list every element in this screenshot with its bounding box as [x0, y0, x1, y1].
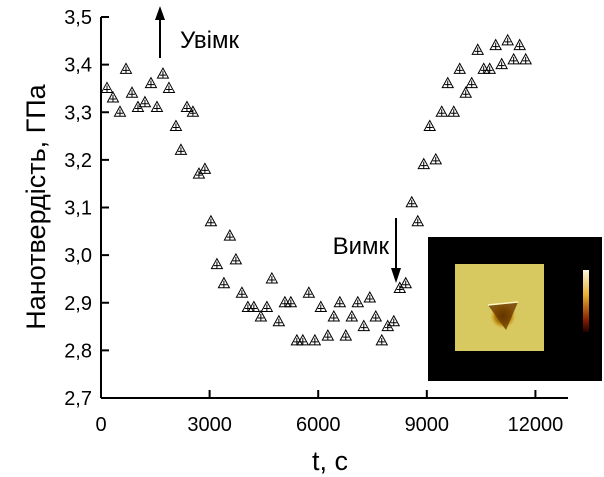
data-point — [448, 106, 459, 116]
data-point — [376, 335, 387, 345]
y-axis-title: Нанотвердість, ГПа — [21, 83, 51, 329]
arrow-off-head — [391, 268, 401, 283]
data-point — [418, 159, 429, 169]
annotation: Вимк — [333, 233, 390, 260]
data-point — [315, 302, 326, 312]
data-point — [484, 63, 495, 73]
data-point — [412, 216, 423, 226]
data-point — [291, 335, 302, 345]
data-point — [266, 273, 277, 283]
y-tick-label: 3,1 — [64, 198, 92, 220]
data-point — [478, 63, 489, 73]
data-point — [430, 154, 441, 164]
y-tick-label: 2,8 — [64, 340, 92, 362]
data-point — [151, 101, 162, 111]
y-tick-label: 3,4 — [64, 55, 92, 77]
y-tick-label: 3,3 — [64, 102, 92, 124]
data-point — [157, 68, 168, 78]
chart: t, с Нанотвердість, ГПа 2,7 2,8 2,9 3,0 3,1 3… — [0, 0, 604, 477]
x-tick-label: 9000 — [405, 414, 450, 436]
data-point — [279, 297, 290, 307]
data-point — [303, 287, 314, 297]
data-point — [442, 78, 453, 88]
x-axis-title: t, с — [312, 446, 348, 476]
data-point — [328, 311, 339, 321]
data-point — [466, 78, 477, 88]
data-point — [322, 330, 333, 340]
data-point — [170, 121, 181, 131]
data-point — [514, 40, 525, 50]
data-point — [126, 87, 137, 97]
data-point — [490, 40, 501, 50]
y-tick-label: 3,0 — [64, 245, 92, 267]
x-tick-label: 12000 — [508, 414, 564, 436]
page: {"chart_data": {"type": "scatter", "x_la… — [0, 0, 604, 477]
data-point — [145, 78, 156, 88]
data-point — [520, 54, 531, 64]
data-point — [454, 63, 465, 73]
data-point — [309, 335, 320, 345]
data-point — [242, 302, 253, 312]
y-tick-label: 2,7 — [64, 388, 92, 410]
data-point — [472, 44, 483, 54]
data-point — [424, 121, 435, 131]
data-point — [261, 302, 272, 312]
data-point — [496, 59, 507, 69]
data-point — [107, 92, 118, 102]
data-point — [230, 254, 241, 264]
data-point — [273, 316, 284, 326]
data-point — [406, 197, 417, 207]
y-tick-label: 3,5 — [64, 7, 92, 29]
inset-image — [428, 237, 602, 381]
data-point — [508, 54, 519, 64]
x-tick-label: 6000 — [296, 414, 341, 436]
data-point — [346, 311, 357, 321]
data-point — [102, 82, 113, 92]
data-point — [436, 106, 447, 116]
x-tick-label: 3000 — [187, 414, 232, 436]
data-point — [120, 63, 131, 73]
data-point — [460, 87, 471, 97]
data-point — [364, 292, 375, 302]
y-tick-label: 2,9 — [64, 293, 92, 315]
y-tick-label: 3,2 — [64, 150, 92, 172]
annotation: Увімк — [180, 27, 239, 54]
data-point — [139, 97, 150, 107]
data-point — [211, 259, 222, 269]
data-point — [175, 144, 186, 154]
data-point — [255, 311, 266, 321]
x-tick-label: 0 — [95, 414, 106, 436]
data-point — [297, 335, 308, 345]
data-point — [352, 297, 363, 307]
data-point — [285, 297, 296, 307]
data-point — [224, 230, 235, 240]
data-point — [236, 287, 247, 297]
data-point — [218, 278, 229, 288]
data-point — [358, 321, 369, 331]
data-point — [163, 82, 174, 92]
data-point — [334, 297, 345, 307]
data-point — [205, 216, 216, 226]
data-point — [114, 106, 125, 116]
data-point — [370, 311, 381, 321]
data-point — [340, 330, 351, 340]
arrow-on-head — [155, 6, 165, 20]
data-point — [248, 302, 259, 312]
data-point — [502, 35, 513, 45]
